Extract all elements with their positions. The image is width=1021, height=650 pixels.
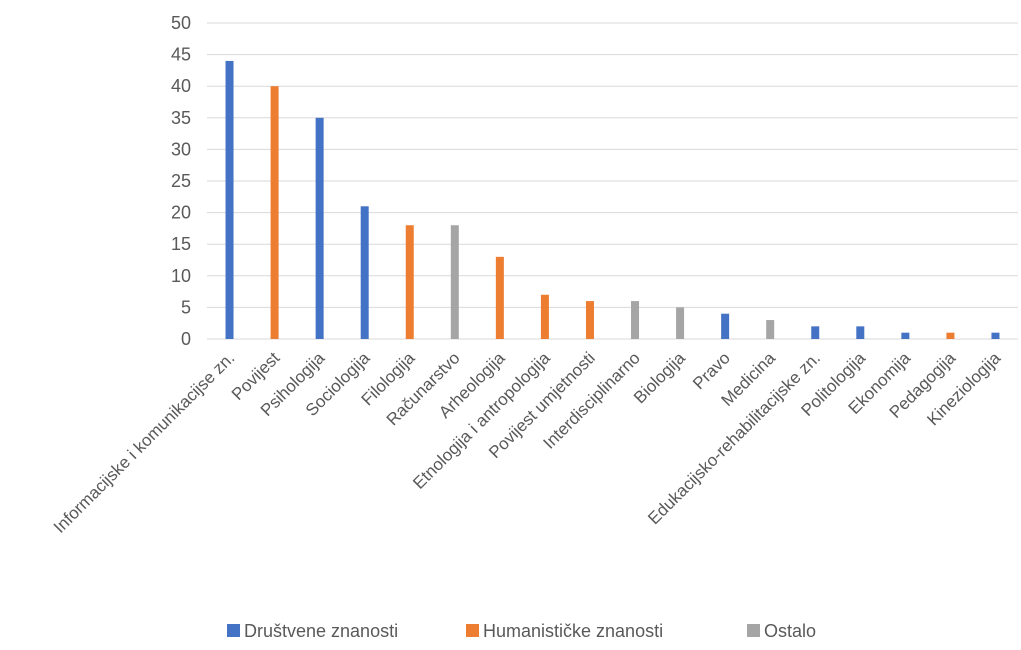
bar: [721, 313, 730, 339]
legend-swatch: [466, 624, 479, 637]
bar: [631, 301, 640, 339]
y-tick-label: 25: [171, 171, 191, 191]
y-tick-label: 5: [181, 297, 191, 317]
legend-swatch: [227, 624, 240, 637]
y-tick-label: 10: [171, 266, 191, 286]
bar: [766, 320, 775, 339]
bar: [856, 326, 865, 339]
y-tick-label: 35: [171, 108, 191, 128]
bar: [676, 307, 685, 339]
x-tick-label: Informacijske i komunikacijse zn.: [50, 348, 238, 536]
legend-label: Humanističke znanosti: [483, 621, 663, 641]
y-tick-label: 0: [181, 329, 191, 349]
y-tick-label: 20: [171, 203, 191, 223]
bar: [495, 256, 504, 339]
bar: [360, 206, 369, 339]
legend-label: Društvene znanosti: [244, 621, 398, 641]
y-tick-label: 30: [171, 139, 191, 159]
legend-label: Ostalo: [764, 621, 816, 641]
bar: [405, 225, 414, 339]
y-tick-label: 45: [171, 45, 191, 65]
y-tick-label: 15: [171, 234, 191, 254]
y-tick-label: 50: [171, 13, 191, 33]
bar: [585, 301, 594, 339]
bar: [225, 60, 234, 340]
bar: [991, 332, 1000, 339]
bar: [901, 332, 910, 339]
y-tick-label: 40: [171, 76, 191, 96]
bar: [811, 326, 820, 339]
bar: [540, 294, 549, 339]
legend-swatch: [747, 624, 760, 637]
bar: [946, 332, 955, 339]
bar: [450, 225, 459, 339]
bar: [270, 86, 279, 339]
bar: [315, 117, 324, 339]
